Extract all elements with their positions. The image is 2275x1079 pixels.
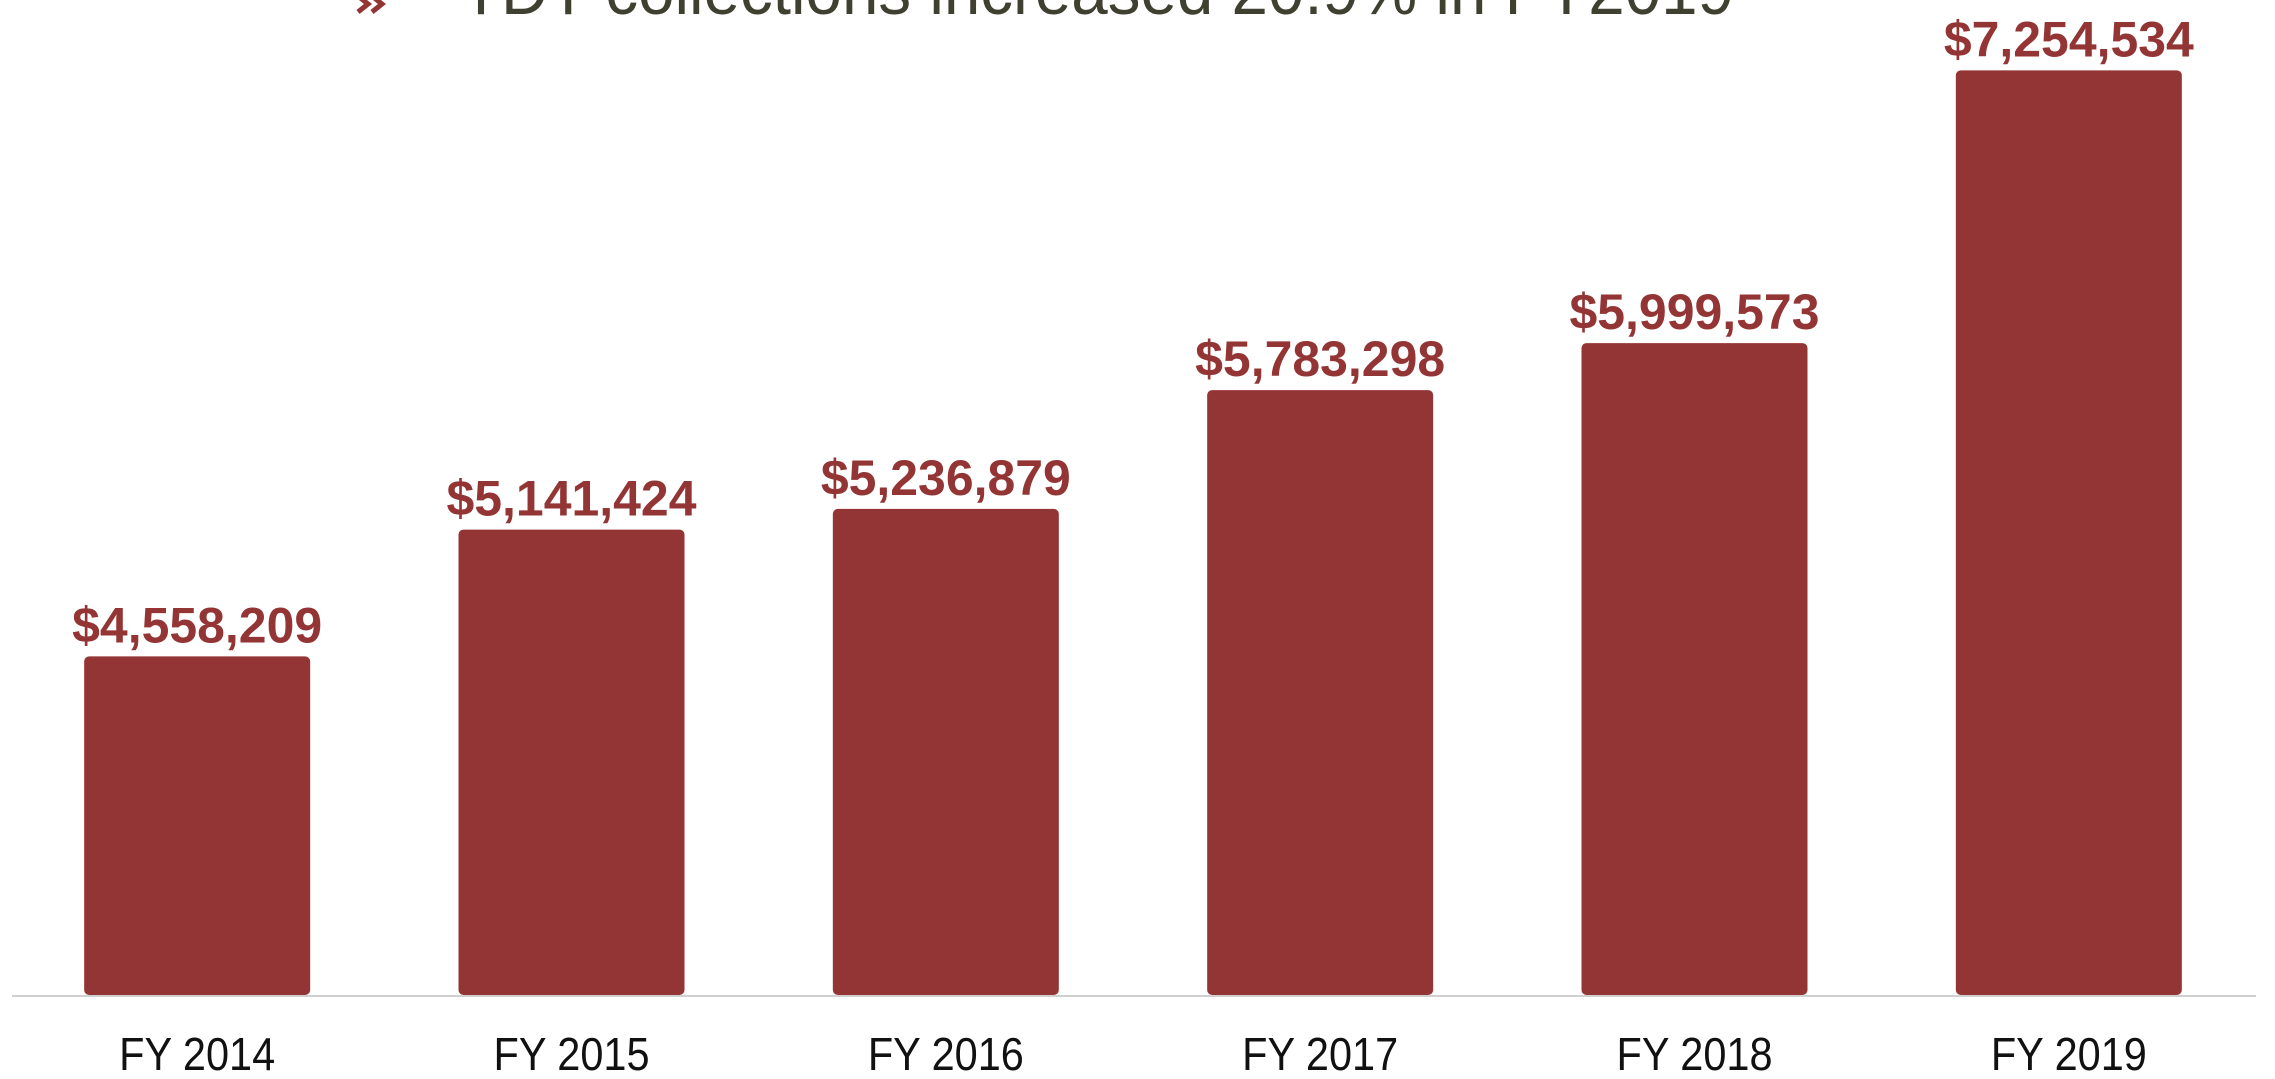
value-label: $7,254,534 (1944, 11, 2194, 67)
title-marker (356, 0, 387, 14)
value-label: $5,236,879 (821, 450, 1071, 506)
value-label: $5,783,298 (1195, 331, 1445, 387)
x-tick-label: FY 2018 (1617, 1028, 1773, 1079)
value-label: $4,558,209 (72, 597, 322, 653)
value-label: $5,141,424 (447, 471, 697, 527)
x-tick-label: FY 2015 (494, 1028, 650, 1079)
chart-title: TDT collections increased 20.9% in FY201… (461, 0, 1734, 29)
bar (1581, 343, 1808, 996)
bar (458, 529, 685, 995)
bar (1207, 390, 1434, 995)
value-label: $5,999,573 (1570, 284, 1820, 340)
x-tick-label: FY 2019 (1991, 1028, 2147, 1079)
bar (84, 656, 311, 995)
x-tick-label: FY 2016 (868, 1028, 1024, 1079)
bar (832, 508, 1059, 995)
x-tick-label: FY 2017 (1242, 1028, 1398, 1079)
bar (1955, 70, 2182, 995)
x-tick-label: FY 2014 (119, 1028, 275, 1079)
